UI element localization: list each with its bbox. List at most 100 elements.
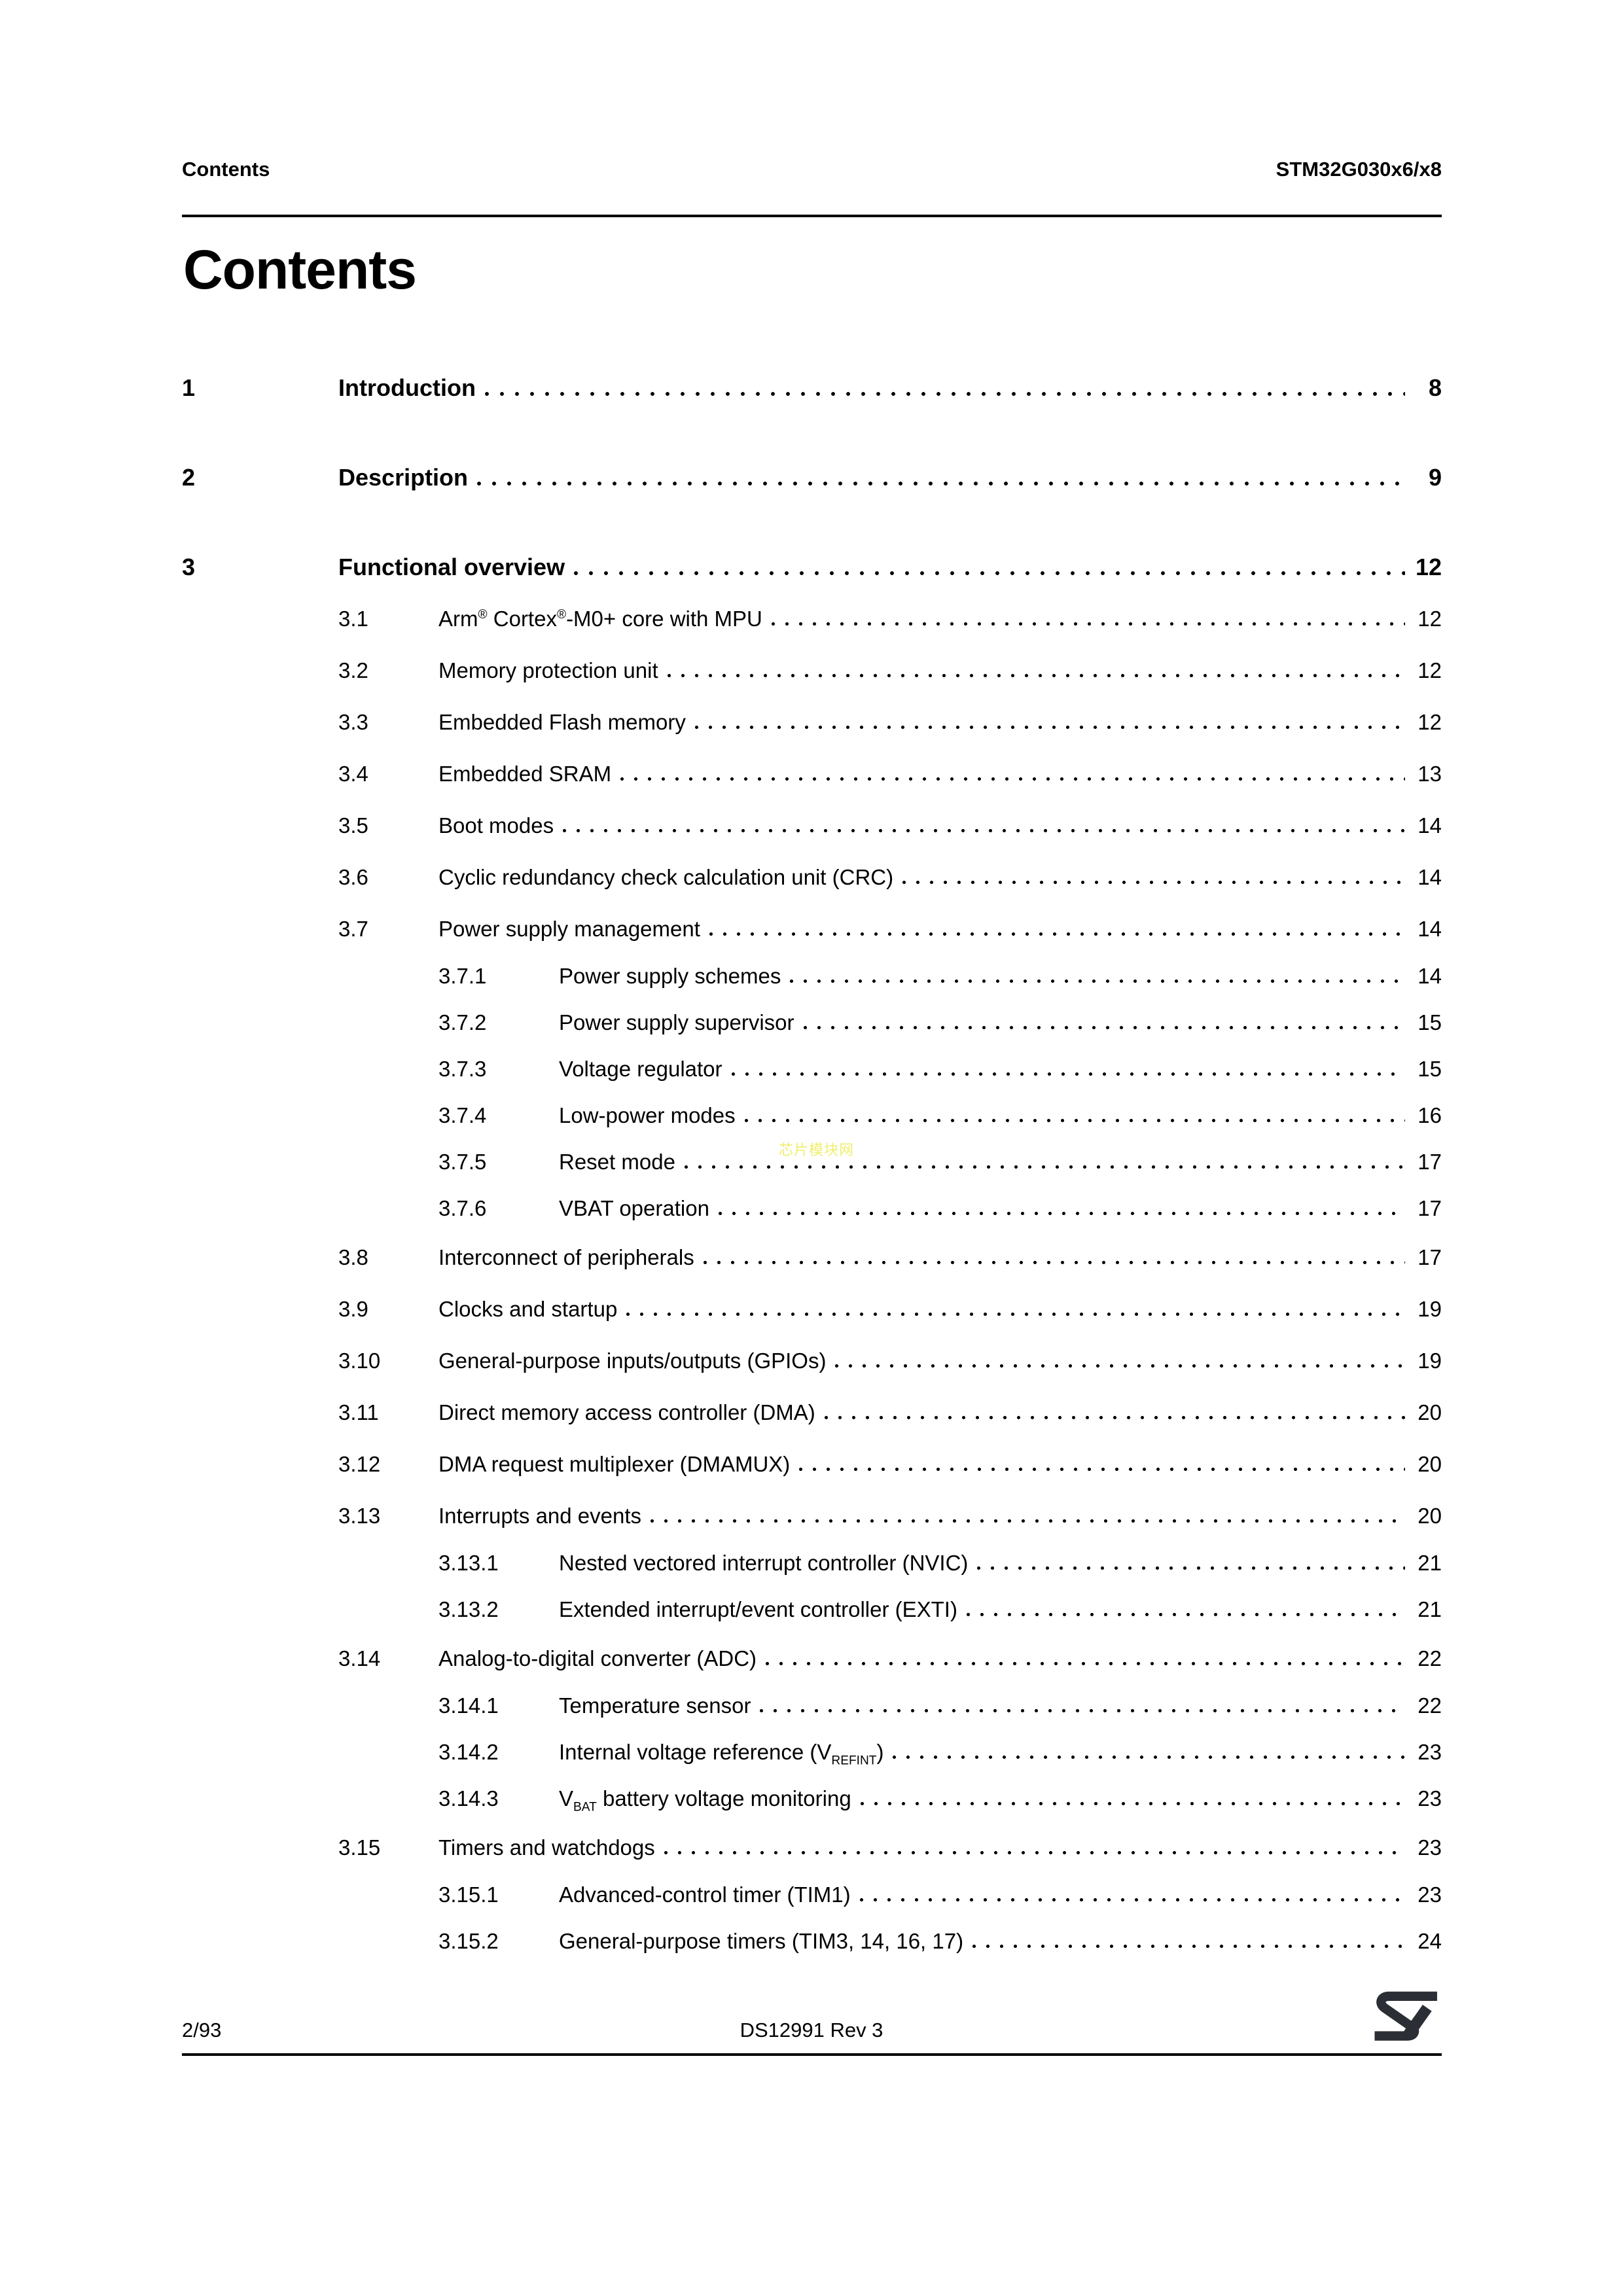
toc-entry-title: General-purpose inputs/outputs (GPIOs) bbox=[438, 1349, 827, 1373]
toc-leader-dots bbox=[760, 1709, 1405, 1712]
toc-entry[interactable]: 3.14.2 Internal voltage reference (VREFIN… bbox=[182, 1739, 1442, 1767]
toc-entry[interactable]: 3.11 Direct memory access controller (DMA… bbox=[182, 1399, 1442, 1426]
toc-entry-title: General-purpose timers (TIM3, 14, 16, 17… bbox=[559, 1929, 964, 1953]
toc-entry[interactable]: 3.14.1 Temperature sensor 22 bbox=[182, 1692, 1442, 1719]
toc-entry[interactable]: 3.2 Memory protection unit 12 bbox=[182, 657, 1442, 684]
toc-entry[interactable]: 3.13.2 Extended interrupt/event controlle… bbox=[182, 1596, 1442, 1623]
toc-entry-page: 21 bbox=[1418, 1551, 1442, 1575]
toc-entry-number: 3.11 bbox=[338, 1400, 379, 1424]
footer-doc-reference: DS12991 Rev 3 bbox=[740, 2019, 883, 2041]
toc-leader-dots bbox=[766, 1662, 1405, 1665]
toc-entry[interactable]: 3.1 Arm® Cortex®-M0+ core with MPU 12 bbox=[182, 605, 1442, 632]
running-header: Contents STM32G030x6/x8 bbox=[182, 158, 1442, 181]
toc-leader-dots bbox=[835, 1364, 1405, 1368]
footer-rule bbox=[182, 2053, 1442, 2056]
toc-entry-page: 14 bbox=[1418, 964, 1442, 988]
toc-entry-page: 23 bbox=[1418, 1882, 1442, 1907]
toc-entry-number: 3 bbox=[182, 554, 196, 580]
toc-entry-title: Advanced-control timer (TIM1) bbox=[559, 1882, 851, 1907]
toc-entry[interactable]: 3.7.6 VBAT operation 17 bbox=[182, 1195, 1442, 1222]
toc-entry-title: Arm® Cortex®-M0+ core with MPU bbox=[438, 607, 762, 631]
toc-entry-page: 24 bbox=[1418, 1929, 1442, 1953]
toc-leader-dots bbox=[709, 932, 1405, 936]
toc-entry-page: 12 bbox=[1415, 554, 1442, 580]
toc-entry[interactable]: 3.8 Interconnect of peripherals 17 bbox=[182, 1244, 1442, 1271]
toc-entry-page: 22 bbox=[1418, 1693, 1442, 1718]
toc-entry-title: Power supply schemes bbox=[559, 964, 781, 988]
toc-entry-page: 21 bbox=[1418, 1597, 1442, 1621]
toc-entry-title: Power supply supervisor bbox=[559, 1010, 794, 1034]
toc-entry[interactable]: 3.7.1 Power supply schemes 14 bbox=[182, 963, 1442, 989]
toc-entry[interactable]: 3.7.3 Voltage regulator 15 bbox=[182, 1055, 1442, 1082]
toc-entry-number: 3.7.6 bbox=[438, 1196, 487, 1220]
toc-entry[interactable]: 3.12 DMA request multiplexer (DMAMUX) 20 bbox=[182, 1451, 1442, 1477]
toc-leader-dots bbox=[563, 829, 1405, 832]
toc-entry[interactable]: 3.6 Cyclic redundancy check calculation u… bbox=[182, 864, 1442, 891]
toc-entry[interactable]: 3.14 Analog-to-digital converter (ADC) 22 bbox=[182, 1645, 1442, 1672]
toc-leader-dots bbox=[620, 777, 1405, 781]
toc-entry-page: 15 bbox=[1418, 1010, 1442, 1034]
toc-leader-dots bbox=[744, 1119, 1405, 1122]
toc-entry-number: 3.9 bbox=[338, 1297, 368, 1321]
toc-entry[interactable]: 3.15.2 General-purpose timers (TIM3, 14, … bbox=[182, 1928, 1442, 1954]
watermark-text: 芯片模块网 bbox=[779, 1142, 855, 1158]
toc-entry-page: 14 bbox=[1418, 813, 1442, 838]
toc-leader-dots bbox=[902, 881, 1405, 884]
toc-entry[interactable]: 3.7.4 Low-power modes 16 bbox=[182, 1102, 1442, 1129]
toc-entry[interactable]: 3.13 Interrupts and events 20 bbox=[182, 1502, 1442, 1529]
toc-entry-page: 15 bbox=[1418, 1057, 1442, 1081]
toc-entry-page: 19 bbox=[1418, 1297, 1442, 1321]
toc-entry[interactable]: 3.9 Clocks and startup 19 bbox=[182, 1296, 1442, 1322]
toc-entry-page: 13 bbox=[1418, 762, 1442, 786]
toc-entry-number: 1 bbox=[182, 374, 196, 401]
toc-entry[interactable]: 3.5 Boot modes 14 bbox=[182, 812, 1442, 839]
toc-entry[interactable]: 3.14.3 VBAT battery voltage monitoring 23 bbox=[182, 1785, 1442, 1814]
toc-entry-page: 19 bbox=[1418, 1349, 1442, 1373]
toc-leader-dots bbox=[803, 1026, 1405, 1029]
running-header-section: Contents bbox=[182, 158, 270, 181]
toc-entry-title: Nested vectored interrupt controller (NV… bbox=[559, 1551, 969, 1575]
toc-entry-title: DMA request multiplexer (DMAMUX) bbox=[438, 1452, 791, 1476]
toc-entry[interactable]: 3.7.2 Power supply supervisor 15 bbox=[182, 1009, 1442, 1036]
toc-entry-number: 3.7 bbox=[338, 917, 368, 941]
toc-entry-page: 14 bbox=[1418, 865, 1442, 889]
toc-leader-dots bbox=[484, 392, 1405, 396]
toc-leader-dots bbox=[626, 1313, 1405, 1316]
toc-entry[interactable]: 2 Description 9 bbox=[182, 463, 1442, 492]
toc-entry-number: 3.13 bbox=[338, 1504, 381, 1528]
toc-entry[interactable]: 3.13.1 Nested vectored interrupt controll… bbox=[182, 1549, 1442, 1576]
toc-entry-page: 14 bbox=[1418, 917, 1442, 941]
toc-entry-title: Embedded SRAM bbox=[438, 762, 612, 786]
toc-entry-title: Reset mode bbox=[559, 1150, 675, 1174]
toc-entry-page: 22 bbox=[1418, 1646, 1442, 1670]
toc-entry-number: 3.15.2 bbox=[438, 1929, 499, 1953]
toc-entry[interactable]: 3.3 Embedded Flash memory 12 bbox=[182, 709, 1442, 735]
toc-entry[interactable]: 3.7.5 Reset mode 17 bbox=[182, 1148, 1442, 1175]
toc-entry-number: 3.13.1 bbox=[438, 1551, 499, 1575]
toc-entry[interactable]: 3.7 Power supply management 14 bbox=[182, 915, 1442, 942]
toc-entry[interactable]: 3.15 Timers and watchdogs 23 bbox=[182, 1834, 1442, 1861]
toc-entry-number: 3.14 bbox=[338, 1646, 381, 1670]
toc-entry-number: 3.3 bbox=[338, 710, 368, 734]
toc-entry-number: 3.7.4 bbox=[438, 1103, 487, 1127]
toc-entry-number: 3.5 bbox=[338, 813, 368, 838]
toc-leader-dots bbox=[684, 1165, 1405, 1169]
toc-entry-number: 3.15 bbox=[338, 1835, 381, 1860]
toc-entry[interactable]: 1 Introduction 8 bbox=[182, 373, 1442, 402]
toc-entry[interactable]: 3.10 General-purpose inputs/outputs (GPIO… bbox=[182, 1347, 1442, 1374]
toc-entry-page: 23 bbox=[1418, 1740, 1442, 1764]
toc-entry-page: 17 bbox=[1418, 1245, 1442, 1269]
toc-entry-number: 3.7.3 bbox=[438, 1057, 487, 1081]
toc-entry-number: 3.8 bbox=[338, 1245, 368, 1269]
toc-entry-number: 3.7.1 bbox=[438, 964, 487, 988]
toc-entry[interactable]: 3.15.1 Advanced-control timer (TIM1) 23 bbox=[182, 1881, 1442, 1908]
toc-entry[interactable]: 3.4 Embedded SRAM 13 bbox=[182, 760, 1442, 787]
toc-entry-title: Functional overview bbox=[338, 554, 565, 580]
toc-entry-number: 3.2 bbox=[338, 658, 368, 682]
toc-leader-dots bbox=[799, 1468, 1405, 1471]
toc-entry[interactable]: 3 Functional overview 12 bbox=[182, 552, 1442, 582]
toc-entry-number: 3.1 bbox=[338, 607, 368, 631]
toc-leader-dots bbox=[651, 1519, 1405, 1523]
toc-leader-dots bbox=[966, 1613, 1405, 1616]
